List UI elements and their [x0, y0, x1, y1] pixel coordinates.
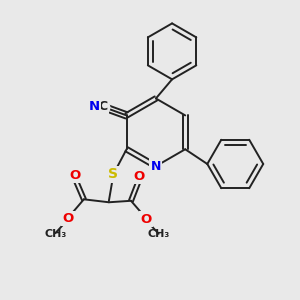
Text: S: S — [108, 167, 118, 181]
Text: O: O — [69, 169, 81, 182]
Text: N: N — [89, 100, 100, 113]
Text: C: C — [98, 100, 108, 113]
Text: O: O — [141, 212, 152, 226]
Text: CH₃: CH₃ — [148, 230, 170, 239]
Text: CH₃: CH₃ — [44, 229, 66, 239]
Text: N: N — [151, 160, 161, 173]
Text: O: O — [62, 212, 73, 225]
Text: O: O — [134, 169, 145, 183]
